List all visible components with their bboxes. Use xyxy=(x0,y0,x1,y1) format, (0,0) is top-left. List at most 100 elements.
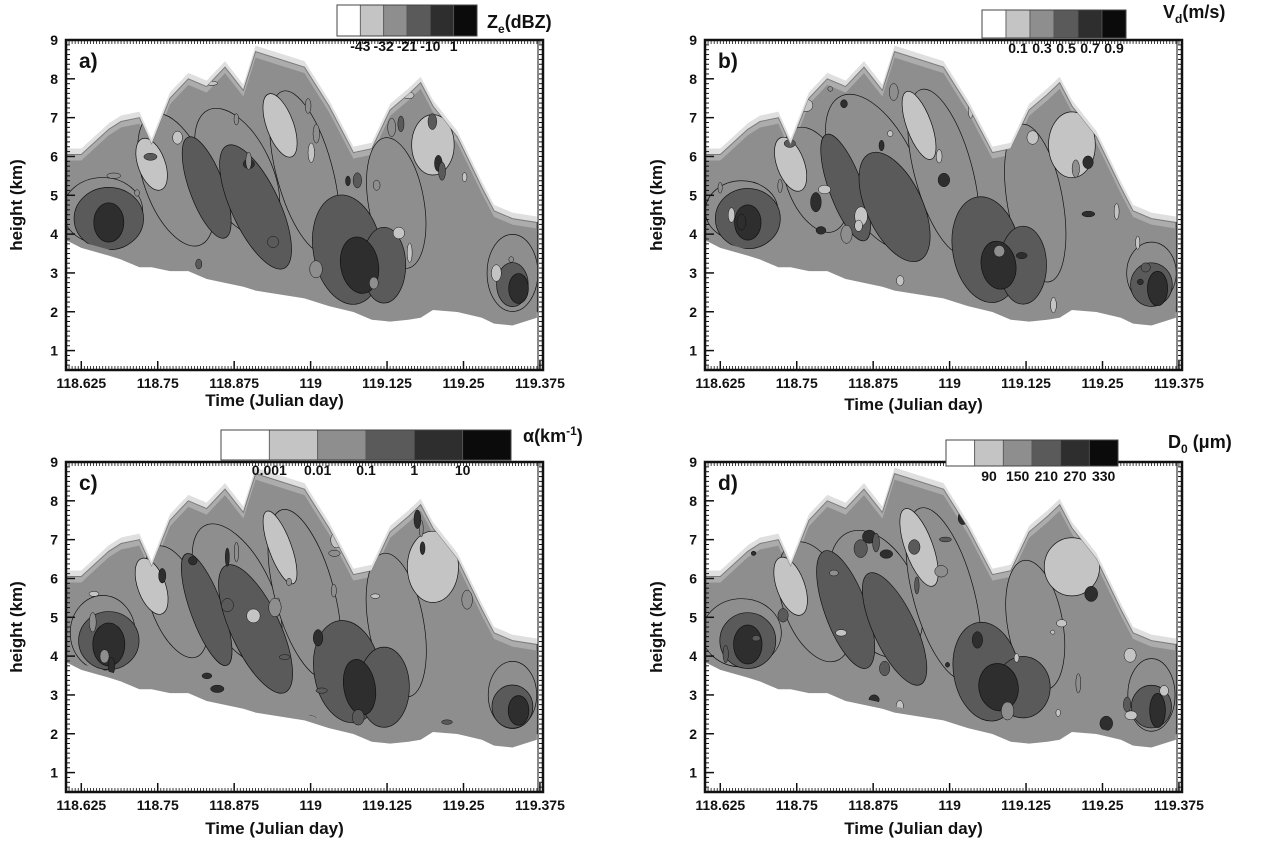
colorbar-frame xyxy=(336,4,478,37)
y-tick-label: 8 xyxy=(50,71,58,87)
y-tick-label: 5 xyxy=(50,609,58,625)
echo-speckle xyxy=(268,597,282,618)
echo-speckle xyxy=(88,591,100,597)
echo-speckle xyxy=(827,86,834,92)
echo-speckle xyxy=(106,172,122,179)
x-tick-label: 119.25 xyxy=(442,797,484,813)
echo-field xyxy=(705,45,1177,326)
colorbar-title-rest: ) xyxy=(577,426,583,446)
echo-speckle xyxy=(727,207,736,223)
x-tick-label: 119.375 xyxy=(1154,375,1204,391)
echo-speckle xyxy=(1135,235,1141,250)
y-tick-label: 4 xyxy=(50,648,58,664)
x-tick-label: 119 xyxy=(299,375,322,391)
x-axis-title: Time (Julian day) xyxy=(844,819,983,838)
echo-speckle xyxy=(888,83,899,101)
echo-speckle xyxy=(328,549,341,557)
echo-speckle xyxy=(878,139,885,152)
echo-speckle xyxy=(491,143,504,149)
echo-speckle xyxy=(172,130,183,145)
x-tick-label: 118.75 xyxy=(137,797,179,813)
x-axis-title: Time (Julian day) xyxy=(844,395,983,414)
colorbar: 0.001 0.01 0.1 1 10 α(km-1) xyxy=(220,424,583,478)
echo-speckle xyxy=(313,629,324,647)
panel-label: a) xyxy=(79,50,98,73)
colorbar-swatch xyxy=(981,9,1007,39)
echo-speckle xyxy=(1159,685,1169,697)
echo-speckle xyxy=(233,541,239,563)
panel-label: c) xyxy=(79,472,98,495)
echo-speckle xyxy=(312,124,320,144)
panel-a: 1 2 3 4 5 6 7 8 9 118.625 118.75 118.875 119 119.125 1… xyxy=(7,4,565,410)
echo-speckle xyxy=(148,292,154,313)
echo-speckle xyxy=(1163,169,1172,177)
y-tick-label: 1 xyxy=(50,765,58,781)
colorbar-level-label: -43 xyxy=(350,38,370,54)
y-tick-label: 9 xyxy=(689,454,697,470)
y-tick-label: 3 xyxy=(689,265,697,281)
y-tick-label: 7 xyxy=(50,532,58,548)
echo-speckle xyxy=(143,153,158,161)
colorbar-swatch xyxy=(1031,439,1062,467)
echo-cells xyxy=(66,80,537,315)
colorbar-level-label: 90 xyxy=(981,468,997,484)
colorbar-swatch xyxy=(1002,439,1033,467)
echo-cell xyxy=(858,151,931,263)
echo-field xyxy=(66,467,538,748)
echo-speckle xyxy=(1050,297,1057,313)
y-tick-label: 8 xyxy=(689,71,697,87)
echo-speckle xyxy=(835,629,847,637)
echo-speckle xyxy=(471,123,477,142)
echo-speckle xyxy=(717,182,723,194)
echo-speckle xyxy=(225,547,230,567)
colorbar-frame xyxy=(945,439,1119,467)
echo-speckle xyxy=(853,539,868,558)
panel-label: d) xyxy=(718,472,738,495)
colorbar-title-sup: -1 xyxy=(566,424,577,438)
y-tick-label: 3 xyxy=(50,687,58,703)
echo-speckle xyxy=(1026,130,1039,145)
echo-speckle xyxy=(256,306,262,315)
echo-speckle xyxy=(750,550,757,556)
y-tick-label: 9 xyxy=(50,454,58,470)
echo-cells xyxy=(705,83,1176,316)
echo-speckle xyxy=(461,589,473,610)
y-tick-label: 3 xyxy=(50,265,58,281)
panel-b: 1 2 3 4 5 6 7 8 9 118.625 118.75 118.875 119 119.125 1… xyxy=(647,2,1225,414)
echo-speckle xyxy=(945,662,950,668)
colorbar: -43 -32 -21 -10 1 Ze(dBZ) xyxy=(336,4,552,54)
y-tick-label: 5 xyxy=(689,609,697,625)
echo-field xyxy=(66,45,538,326)
echo-speckle xyxy=(397,115,405,132)
colorbar-swatch xyxy=(317,429,367,461)
echo-speckle xyxy=(1157,137,1168,151)
echo-speckle xyxy=(840,99,848,109)
echo-speckle xyxy=(351,709,365,726)
y-tick-label: 7 xyxy=(689,110,697,126)
echo-speckle xyxy=(438,161,446,181)
colorbar-level-label: 0.1 xyxy=(1008,40,1028,56)
colorbar-level-label: 0.7 xyxy=(1080,40,1100,56)
x-tick-label: 119.125 xyxy=(1001,375,1051,391)
echo-speckle xyxy=(1055,708,1061,717)
echo-speckle xyxy=(427,113,437,130)
echo-speckle xyxy=(96,687,106,705)
y-tick-label: 6 xyxy=(50,570,58,586)
y-tick-label: 5 xyxy=(50,187,58,203)
colorbar-title-main: D xyxy=(1168,432,1181,452)
echo-speckle xyxy=(195,258,203,270)
echo-speckle xyxy=(201,672,213,680)
echo-cell xyxy=(407,530,459,603)
colorbar-swatch xyxy=(365,429,415,461)
x-tick-label: 118.875 xyxy=(848,797,898,813)
x-tick-label: 118.875 xyxy=(209,797,259,813)
echo-cells xyxy=(69,496,537,729)
echo-speckle xyxy=(491,264,502,282)
colorbar-level-label: 270 xyxy=(1063,468,1087,484)
x-tick-label: 119.375 xyxy=(515,797,565,813)
echo-speckle xyxy=(850,719,858,730)
colorbar-level-label: -10 xyxy=(420,38,440,54)
colorbar-frame xyxy=(220,429,512,461)
echo-speckle xyxy=(887,130,894,137)
